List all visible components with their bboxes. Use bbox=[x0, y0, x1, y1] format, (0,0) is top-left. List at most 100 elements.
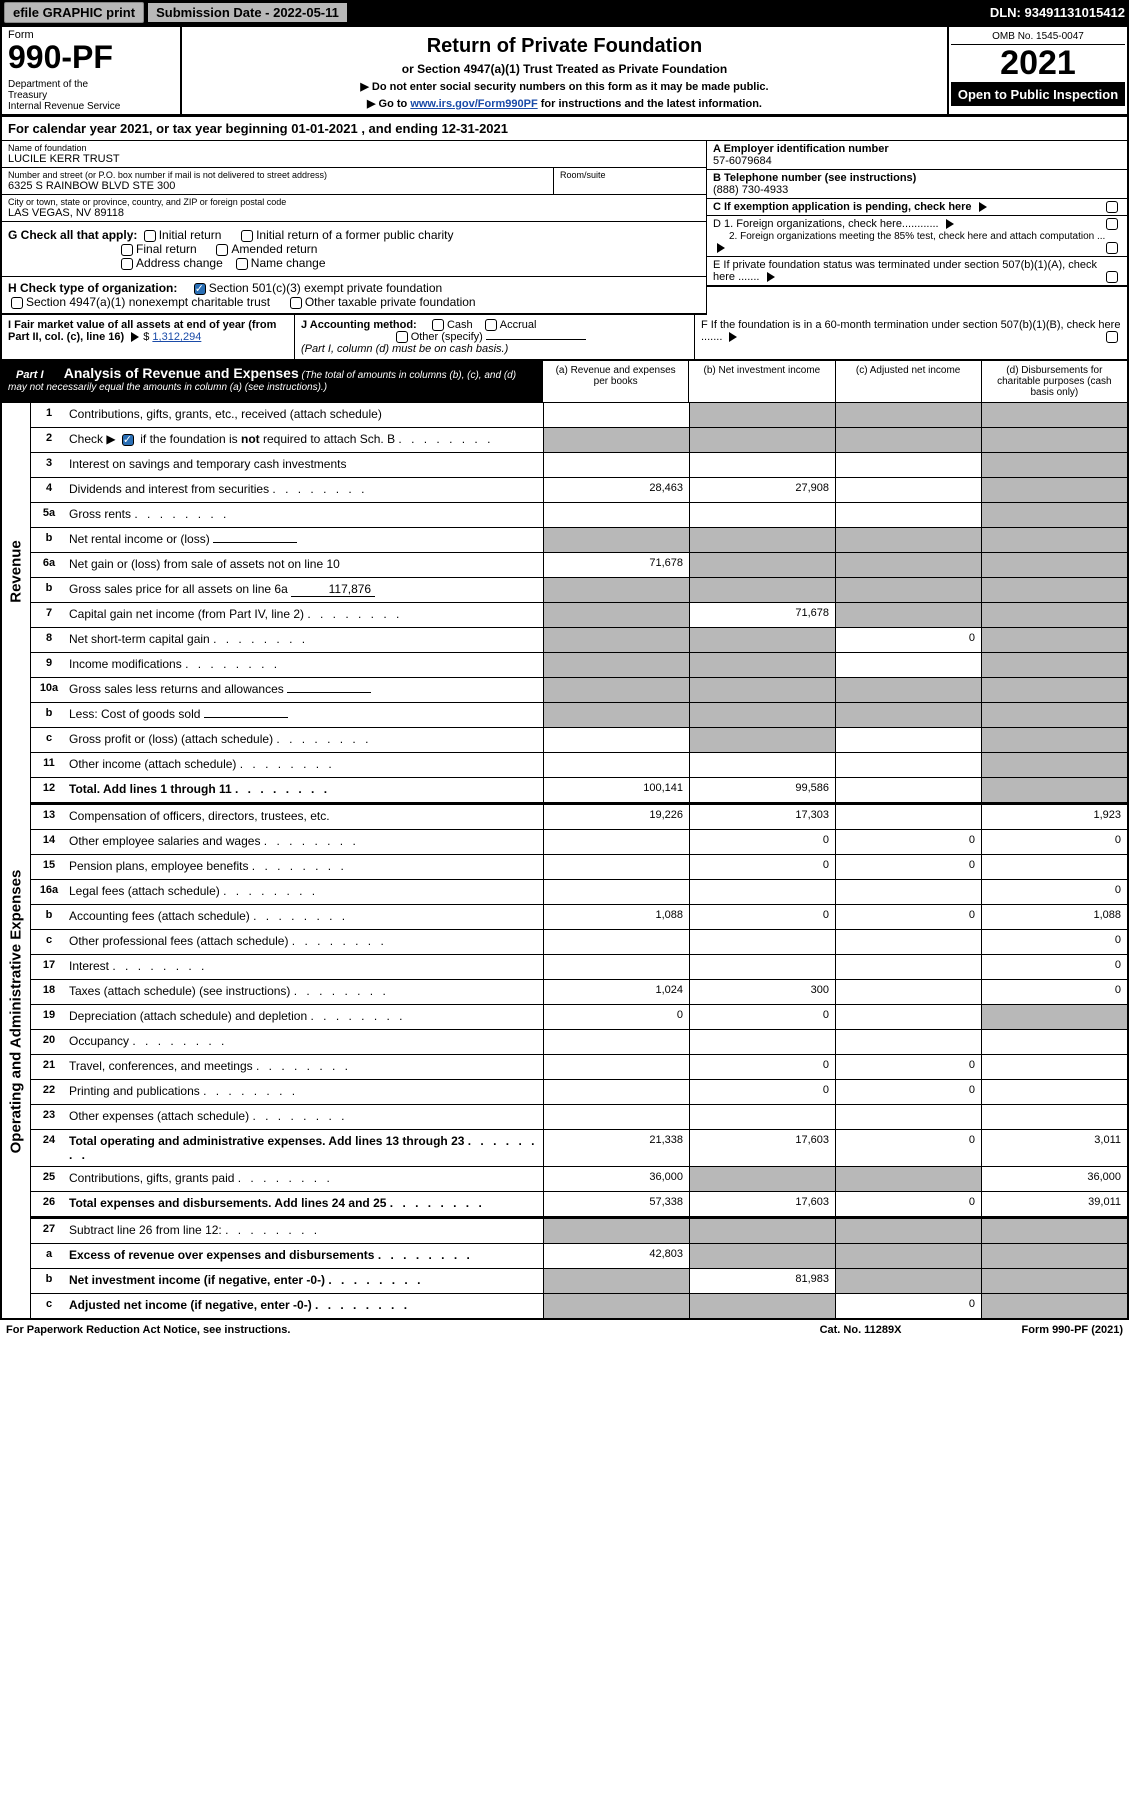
row-description: Net short-term capital gain . . . . . . … bbox=[67, 628, 543, 652]
value-col-c bbox=[835, 880, 981, 904]
value-col-b: 71,678 bbox=[689, 603, 835, 627]
value-col-d bbox=[981, 628, 1127, 652]
arrow-icon bbox=[946, 219, 954, 229]
row-description: Excess of revenue over expenses and disb… bbox=[67, 1244, 543, 1268]
value-col-a: 1,088 bbox=[543, 905, 689, 929]
checkbox-name-change[interactable] bbox=[236, 258, 248, 270]
table-row: 24Total operating and administrative exp… bbox=[31, 1129, 1127, 1166]
value-col-a bbox=[543, 1105, 689, 1129]
value-col-b bbox=[689, 1105, 835, 1129]
value-col-b bbox=[689, 1219, 835, 1243]
row-description: Gross profit or (loss) (attach schedule)… bbox=[67, 728, 543, 752]
row-description: Less: Cost of goods sold bbox=[67, 703, 543, 727]
row-number: 4 bbox=[31, 478, 67, 502]
irs-link[interactable]: www.irs.gov/Form990PF bbox=[410, 98, 537, 110]
checkbox-501c3[interactable] bbox=[194, 283, 206, 295]
value-col-a bbox=[543, 753, 689, 777]
checkbox-4947[interactable] bbox=[11, 297, 23, 309]
row-number: 22 bbox=[31, 1080, 67, 1104]
footer-center: Cat. No. 11289X bbox=[820, 1324, 902, 1336]
opt-final-return: Final return bbox=[136, 242, 197, 256]
checkbox-e[interactable] bbox=[1106, 271, 1118, 283]
city-cell: City or town, state or province, country… bbox=[2, 195, 706, 222]
checkbox-cash[interactable] bbox=[432, 319, 444, 331]
value-col-b bbox=[689, 1167, 835, 1191]
checkbox-d1[interactable] bbox=[1106, 218, 1118, 230]
table-row: 6aNet gain or (loss) from sale of assets… bbox=[31, 552, 1127, 577]
efile-button[interactable]: efile GRAPHIC print bbox=[4, 2, 144, 23]
checkbox-final-return[interactable] bbox=[121, 244, 133, 256]
value-col-d bbox=[981, 1105, 1127, 1129]
value-col-d bbox=[981, 653, 1127, 677]
row-number: 1 bbox=[31, 403, 67, 427]
checkbox-sch-b[interactable] bbox=[122, 434, 134, 446]
checkbox-other[interactable] bbox=[396, 331, 408, 343]
value-col-c bbox=[835, 578, 981, 602]
checkbox-initial-return[interactable] bbox=[144, 230, 156, 242]
instr2-pre: ▶ Go to bbox=[367, 98, 410, 110]
fair-market-value[interactable]: 1,312,294 bbox=[152, 331, 201, 343]
row-number: b bbox=[31, 528, 67, 552]
table-row: cGross profit or (loss) (attach schedule… bbox=[31, 727, 1127, 752]
row-description: Gross sales price for all assets on line… bbox=[67, 578, 543, 602]
form-number: 990-PF bbox=[8, 41, 174, 73]
value-col-b: 0 bbox=[689, 830, 835, 854]
arrow-icon bbox=[979, 202, 987, 212]
table-row: 2Check ▶ if the foundation is not requir… bbox=[31, 427, 1127, 452]
value-col-a bbox=[543, 880, 689, 904]
value-col-a bbox=[543, 1219, 689, 1243]
row-number: 13 bbox=[31, 805, 67, 829]
table-row: bGross sales price for all assets on lin… bbox=[31, 577, 1127, 602]
f-label: F If the foundation is in a 60-month ter… bbox=[701, 319, 1120, 343]
row-description: Net rental income or (loss) bbox=[67, 528, 543, 552]
value-col-a: 42,803 bbox=[543, 1244, 689, 1268]
checkbox-other-taxable[interactable] bbox=[290, 297, 302, 309]
checkbox-initial-former[interactable] bbox=[241, 230, 253, 242]
value-col-d bbox=[981, 603, 1127, 627]
table-row: 1Contributions, gifts, grants, etc., rec… bbox=[31, 403, 1127, 427]
value-col-a bbox=[543, 955, 689, 979]
value-col-a bbox=[543, 503, 689, 527]
c-label: C If exemption application is pending, c… bbox=[713, 201, 972, 213]
table-row: 11Other income (attach schedule) . . . .… bbox=[31, 752, 1127, 777]
value-col-a bbox=[543, 830, 689, 854]
foundation-name-label: Name of foundation bbox=[8, 143, 700, 153]
checkbox-amended[interactable] bbox=[216, 244, 228, 256]
table-row: 7Capital gain net income (from Part IV, … bbox=[31, 602, 1127, 627]
row-number: 9 bbox=[31, 653, 67, 677]
value-col-d bbox=[981, 1080, 1127, 1104]
col-d-header: (d) Disbursements for charitable purpose… bbox=[981, 361, 1127, 402]
value-col-c bbox=[835, 1030, 981, 1054]
ij-row: I Fair market value of all assets at end… bbox=[0, 315, 1129, 361]
checkbox-address-change[interactable] bbox=[121, 258, 133, 270]
value-col-c: 0 bbox=[835, 855, 981, 879]
table-row: 18Taxes (attach schedule) (see instructi… bbox=[31, 979, 1127, 1004]
checkbox-c[interactable] bbox=[1106, 201, 1118, 213]
row-description: Total expenses and disbursements. Add li… bbox=[67, 1192, 543, 1216]
checkbox-f[interactable] bbox=[1106, 331, 1118, 343]
checkbox-accrual[interactable] bbox=[485, 319, 497, 331]
checkbox-d2[interactable] bbox=[1106, 242, 1118, 254]
row-description: Subtract line 26 from line 12: . . . . .… bbox=[67, 1219, 543, 1243]
table-row: 13Compensation of officers, directors, t… bbox=[31, 804, 1127, 829]
value-col-d bbox=[981, 478, 1127, 502]
value-col-a bbox=[543, 403, 689, 427]
i-cell: I Fair market value of all assets at end… bbox=[2, 315, 295, 359]
row-description: Other expenses (attach schedule) . . . .… bbox=[67, 1105, 543, 1129]
row-number: 23 bbox=[31, 1105, 67, 1129]
value-col-a bbox=[543, 653, 689, 677]
value-col-d bbox=[981, 855, 1127, 879]
value-col-b: 27,908 bbox=[689, 478, 835, 502]
row-description: Check ▶ if the foundation is not require… bbox=[67, 428, 543, 452]
value-col-c bbox=[835, 955, 981, 979]
value-col-d bbox=[981, 1030, 1127, 1054]
value-col-c bbox=[835, 403, 981, 427]
department: Department of theTreasuryInternal Revenu… bbox=[8, 79, 174, 112]
value-col-d bbox=[981, 428, 1127, 452]
row-description: Contributions, gifts, grants paid . . . … bbox=[67, 1167, 543, 1191]
f-cell: F If the foundation is in a 60-month ter… bbox=[694, 315, 1127, 359]
value-col-a bbox=[543, 528, 689, 552]
row-number: c bbox=[31, 1294, 67, 1318]
table-row: bLess: Cost of goods sold bbox=[31, 702, 1127, 727]
ein-value: 57-6079684 bbox=[713, 155, 772, 167]
